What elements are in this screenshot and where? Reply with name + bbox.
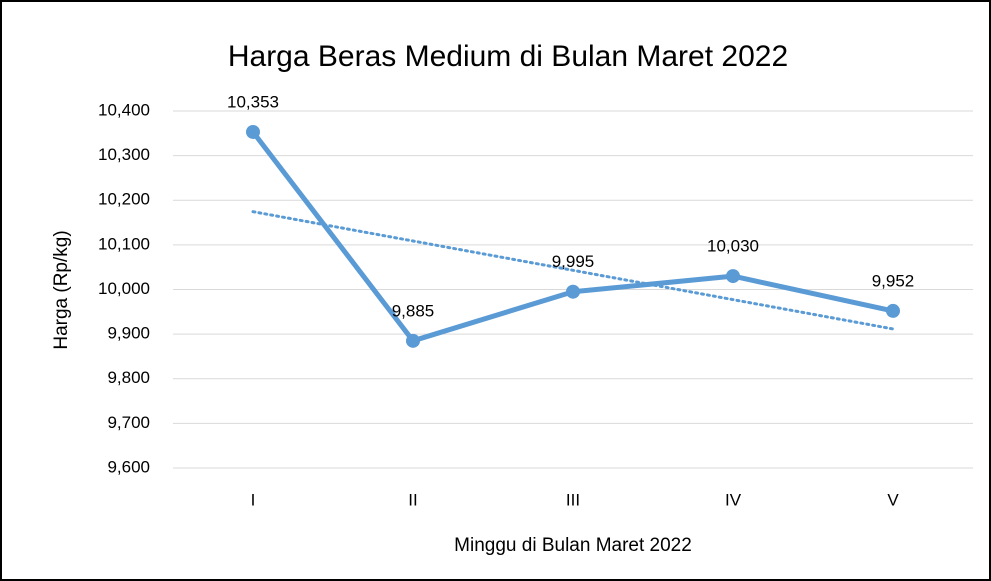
y-tick-label: 9,600 [107,457,150,476]
data-label: 9,885 [392,301,435,320]
data-point [886,303,900,318]
x-axis-title: Minggu di Bulan Maret 2022 [454,535,692,556]
data-point [406,333,420,348]
y-tick-label: 10,000 [98,279,150,298]
chart-title: Harga Beras Medium di Bulan Maret 2022 [228,40,788,73]
x-tick-label: V [887,490,899,509]
data-label: 9,952 [872,271,915,290]
data-point [726,269,740,284]
data-point [246,124,260,139]
data-label: 10,030 [707,237,759,256]
y-tick-label: 9,700 [107,413,150,432]
y-tick-label: 10,200 [98,190,150,209]
x-tick-label: II [408,490,417,509]
x-tick-label: III [566,490,580,509]
y-tick-label: 10,400 [98,100,150,119]
y-tick-label: 9,800 [107,368,150,387]
data-point [566,284,580,299]
x-tick-label: I [251,490,256,509]
y-tick-label: 9,900 [107,324,150,343]
data-label: 10,353 [227,92,279,111]
y-axis-title: Harga (Rp/kg) [51,230,72,349]
y-tick-label: 10,300 [98,145,150,164]
y-tick-label: 10,100 [98,234,150,253]
data-label: 9,995 [552,252,595,271]
x-tick-label: IV [725,490,742,509]
trendline [251,210,895,331]
